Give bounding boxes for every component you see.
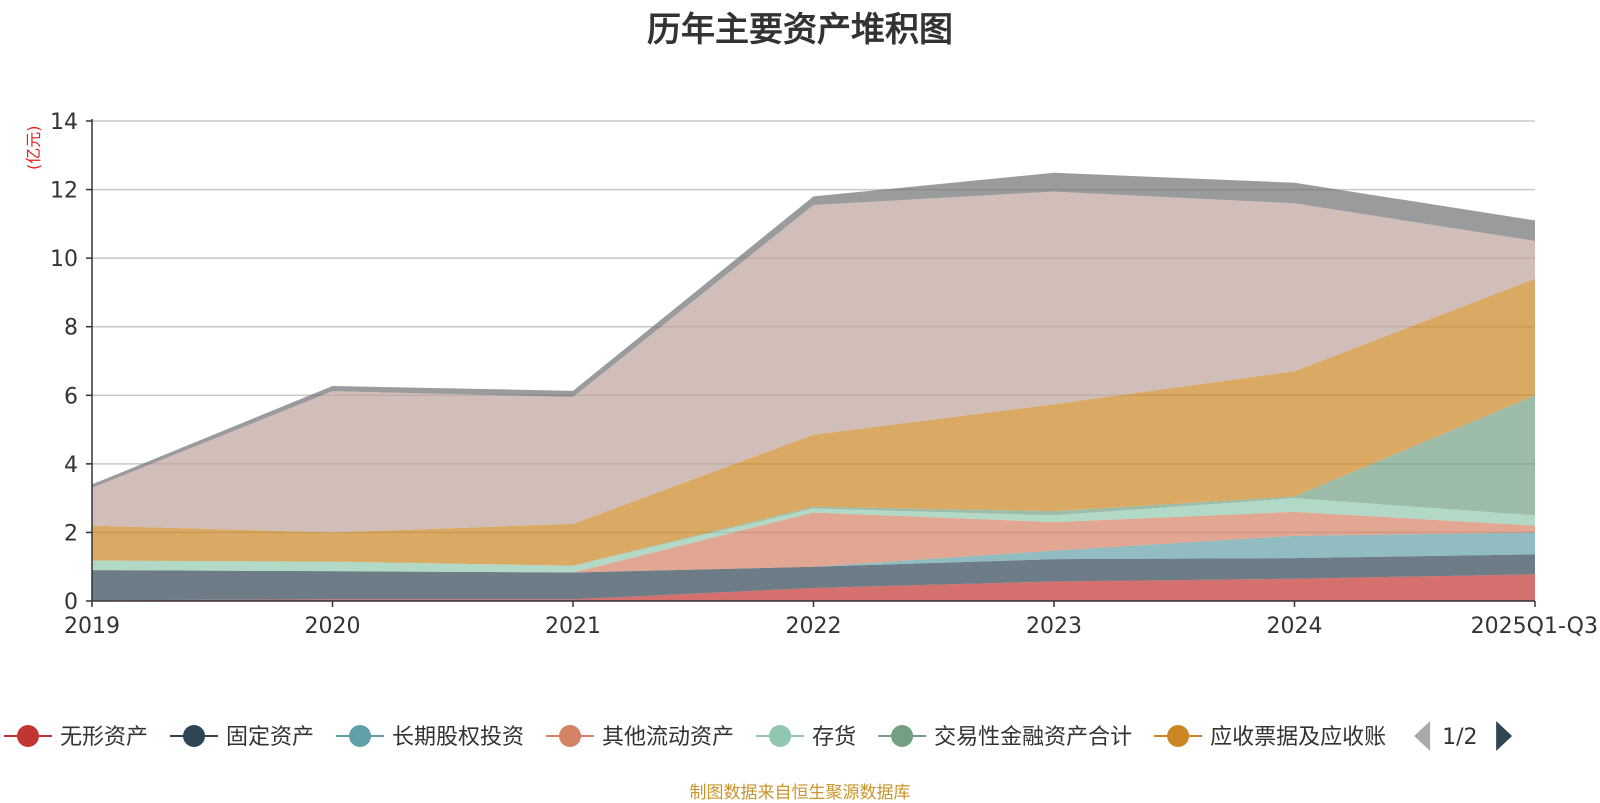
legend-marker: [891, 725, 914, 747]
legend-item-label: 无形资产: [60, 725, 148, 750]
y-tick-label: 0: [64, 590, 78, 615]
source-note: 制图数据来自恒生聚源数据库: [689, 783, 911, 803]
x-tick-label: 2020: [305, 614, 361, 639]
y-tick-label: 2: [64, 521, 78, 546]
legend-item-label: 长期股权投资: [392, 725, 524, 750]
y-tick-label: 4: [64, 453, 78, 478]
y-tick-label: 8: [64, 316, 78, 341]
y-tick-label: 14: [50, 110, 78, 135]
area-series: [92, 498, 1535, 573]
x-tick-label: 2019: [64, 614, 120, 639]
chart-title: 历年主要资产堆积图: [647, 10, 953, 50]
legend-marker: [559, 725, 582, 747]
x-tick-label: 2023: [1026, 614, 1082, 639]
legend-marker: [17, 725, 39, 747]
x-tick-label: 2024: [1267, 614, 1323, 639]
area-series: [92, 511, 1535, 573]
area-series: [92, 278, 1535, 566]
x-tick-label: 2025Q1-Q3: [1471, 614, 1598, 639]
y-tick-label: 10: [50, 247, 78, 272]
x-tick-label: 2021: [545, 614, 601, 639]
legend-marker: [769, 725, 792, 747]
x-tick-label: 2022: [786, 614, 842, 639]
legend-item-label: 固定资产: [226, 725, 314, 750]
area-series: [92, 191, 1535, 533]
y-tick-label: 12: [50, 179, 78, 204]
area-series: [92, 554, 1535, 601]
legend-page-indicator: 1/2: [1442, 725, 1477, 750]
area-series: [92, 172, 1535, 488]
legend-item-label: 交易性金融资产合计: [934, 725, 1132, 750]
legend-item-label: 应收票据及应收账: [1210, 725, 1386, 750]
legend-item-label: 其他流动资产: [602, 725, 734, 750]
area-series: [92, 532, 1535, 573]
legend-marker: [349, 725, 372, 747]
legend-marker: [1167, 725, 1190, 747]
legend-item-label: 存货: [812, 725, 856, 750]
y-tick-label: 6: [64, 384, 78, 409]
legend-next-icon[interactable]: [1496, 721, 1513, 751]
area-series: [92, 574, 1535, 601]
legend-marker: [183, 725, 206, 747]
legend-prev-icon[interactable]: [1414, 721, 1431, 751]
